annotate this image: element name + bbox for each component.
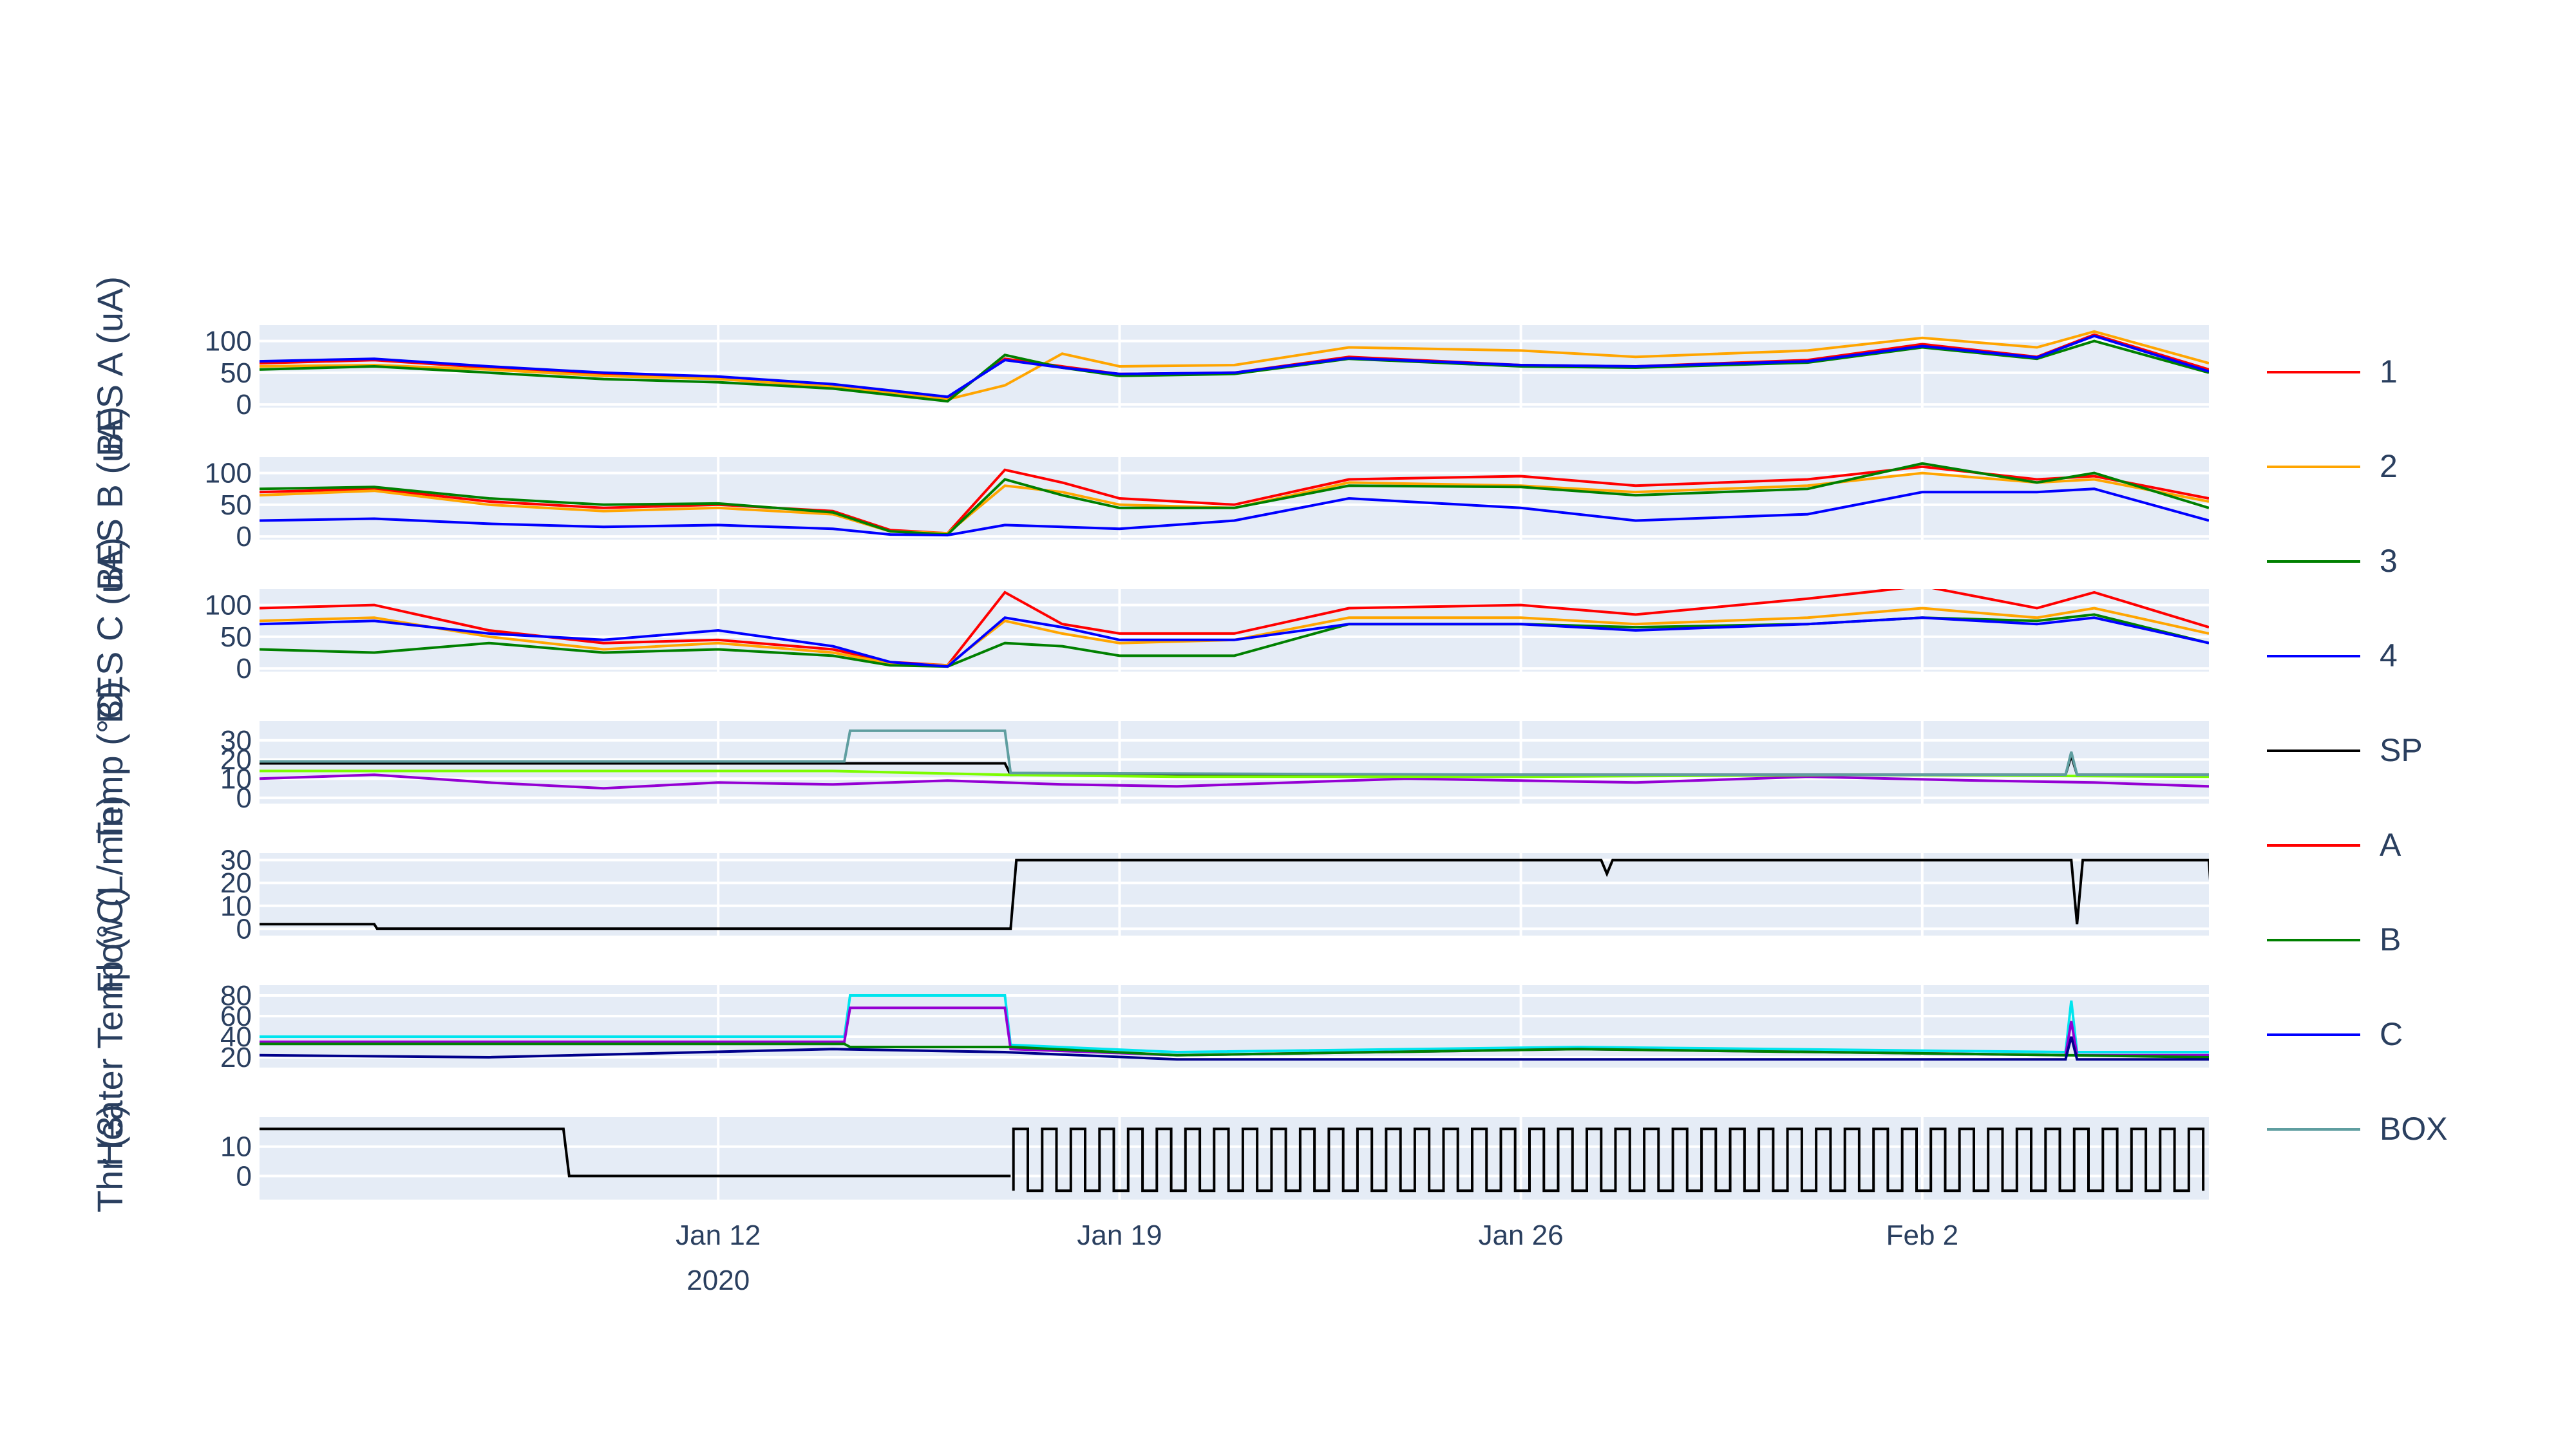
series-line-blue (260, 1036, 2209, 1061)
legend-label: 2 (2380, 448, 2398, 484)
y-axis-title: BES B (uA) (90, 406, 130, 590)
series-line-SP (260, 1127, 1011, 1178)
series-line-SP (260, 858, 2209, 930)
legend-label: SP (2380, 732, 2423, 768)
y-tick-label: 50 (220, 489, 252, 521)
series-line-3 (260, 462, 2209, 536)
y-tick-label: 0 (236, 782, 252, 814)
y-axis-title: Flow (L/min) (90, 795, 130, 994)
y-tick-label: 20 (220, 744, 252, 776)
y-tick-label: 10 (220, 763, 252, 795)
series-line-2 (260, 607, 2209, 667)
legend-label: 3 (2380, 543, 2398, 579)
y-tick-label: 0 (236, 389, 252, 420)
y-tick-label: 20 (220, 1042, 252, 1073)
series-line-2 (260, 471, 2209, 535)
y-tick-label: 100 (205, 458, 252, 489)
panel-7: 010 Thr (3) (90, 1104, 2209, 1212)
legend-label: A (2380, 827, 2401, 863)
series-line-1 (260, 589, 2209, 667)
y-tick-label: 10 (220, 891, 252, 922)
panel-background (260, 589, 2209, 672)
y-axis-title: BES C (uA) (90, 537, 130, 723)
x-tick-label: Jan 12 (676, 1220, 761, 1251)
x-tick-label: Feb 2 (1886, 1220, 1959, 1251)
y-axis-title: BES A (uA) (90, 276, 130, 457)
legend: 1 2 3 4 SP A B C BOX (2267, 354, 2448, 1147)
y-tick-label: 30 (220, 845, 252, 876)
panel-background (260, 1117, 2209, 1200)
x-tick-label: Jan 26 (1479, 1220, 1564, 1251)
series-line-2 (260, 330, 2209, 401)
y-tick-label: 40 (220, 1021, 252, 1053)
y-tick-label: 50 (220, 621, 252, 653)
x-tick-label: Jan 19 (1077, 1220, 1162, 1251)
y-tick-label: 80 (220, 980, 252, 1012)
y-tick-label: 10 (220, 1131, 252, 1163)
legend-label: BOX (2380, 1111, 2448, 1147)
x-tick-sublabel: 2020 (687, 1265, 750, 1296)
series-line-green (260, 1042, 2209, 1059)
y-tick-label: 0 (236, 521, 252, 552)
series-line-cyan (260, 994, 2209, 1054)
y-axis-title: Thr (3) (90, 1104, 130, 1212)
y-tick-label: 0 (236, 653, 252, 684)
y-tick-label: 100 (205, 590, 252, 621)
series-line-BOX (260, 729, 2209, 777)
y-tick-label: 100 (205, 326, 252, 357)
legend-label: 4 (2380, 637, 2398, 674)
series-line-4 (260, 616, 2209, 668)
y-tick-label: 20 (220, 867, 252, 899)
y-tick-label: 50 (220, 357, 252, 389)
y-tick-label: 0 (236, 1160, 252, 1192)
series-line-4 (260, 334, 2209, 399)
legend-label: C (2380, 1016, 2403, 1052)
y-tick-label: 0 (236, 913, 252, 945)
y-tick-label: 30 (220, 725, 252, 757)
legend-label: 1 (2380, 354, 2398, 390)
y-axis-title: Heater Temp (°C) (90, 886, 130, 1166)
legend-label: B (2380, 921, 2401, 957)
series-line-oscillation (1012, 1127, 2205, 1193)
y-tick-label: 60 (220, 1001, 252, 1032)
panel-background (260, 457, 2209, 540)
series-line-4 (260, 487, 2209, 537)
series-line-A (260, 773, 2209, 790)
panel-background (260, 853, 2209, 936)
y-axis-title: Temp (°C) (90, 681, 130, 844)
